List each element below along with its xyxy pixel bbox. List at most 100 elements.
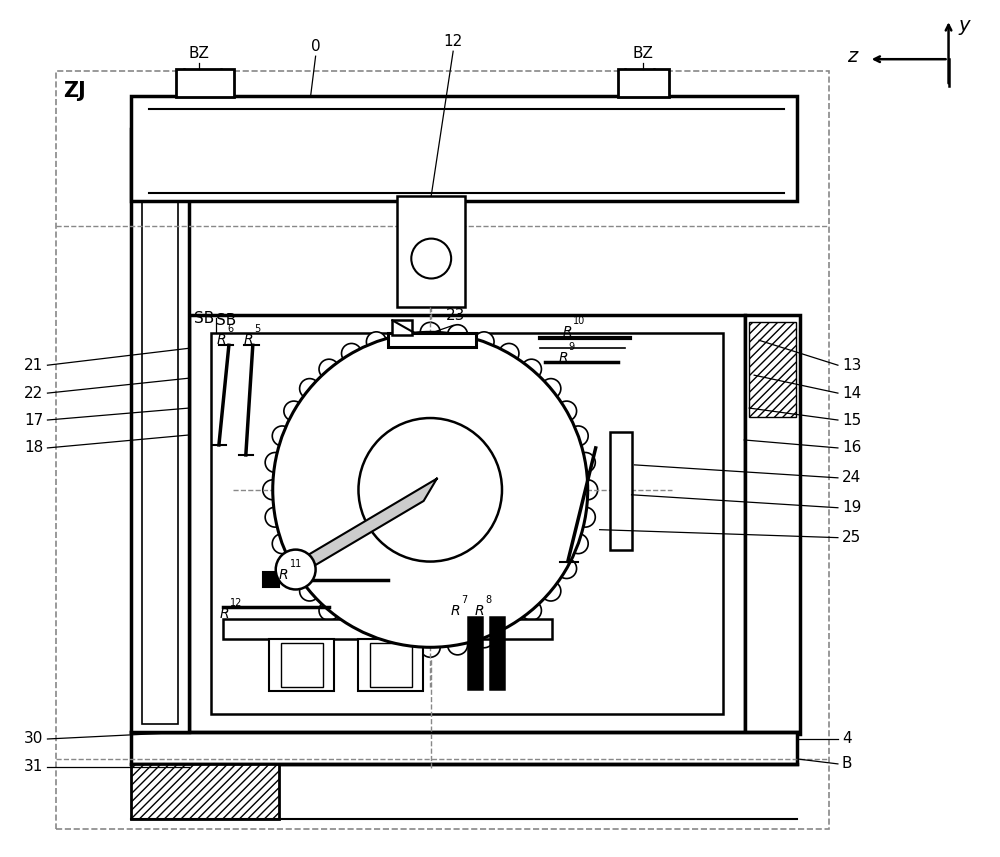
Bar [176, 69, 234, 97]
Text: BZ: BZ [632, 45, 653, 61]
Circle shape [448, 325, 468, 345]
Bar [468, 617, 482, 689]
Circle shape [366, 332, 386, 351]
Bar [749, 322, 796, 417]
Circle shape [499, 344, 519, 363]
Text: 18: 18 [24, 440, 43, 455]
Text: SB: SB [216, 313, 236, 328]
Circle shape [474, 628, 494, 648]
Bar [211, 333, 723, 714]
Text: 19: 19 [842, 500, 861, 515]
Circle shape [265, 507, 285, 527]
Bar [131, 96, 797, 201]
Circle shape [366, 628, 386, 648]
Circle shape [499, 616, 519, 636]
Circle shape [342, 344, 361, 363]
Bar [131, 764, 279, 818]
Text: 7: 7 [461, 596, 467, 605]
Text: R: R [451, 604, 460, 619]
Circle shape [319, 601, 339, 620]
Bar [370, 644, 412, 687]
Circle shape [273, 333, 588, 647]
Text: 21: 21 [24, 357, 43, 373]
Text: 6: 6 [227, 324, 233, 334]
Circle shape [284, 559, 304, 578]
Bar [269, 639, 334, 691]
Circle shape [568, 534, 588, 554]
Text: 11: 11 [290, 559, 302, 568]
Text: 9: 9 [569, 342, 575, 352]
Circle shape [300, 581, 320, 601]
Text: R: R [558, 351, 568, 365]
Bar [618, 69, 669, 97]
Bar [392, 321, 412, 335]
Text: 22: 22 [24, 386, 43, 400]
Bar [388, 333, 476, 347]
Circle shape [448, 635, 468, 655]
Text: 8: 8 [485, 596, 491, 605]
Circle shape [272, 426, 292, 446]
Bar [490, 617, 504, 689]
Text: y: y [959, 16, 970, 35]
Circle shape [575, 452, 595, 472]
Text: 14: 14 [842, 386, 861, 400]
Circle shape [342, 616, 361, 636]
Circle shape [557, 559, 577, 578]
Text: R: R [474, 604, 484, 619]
Text: R: R [562, 326, 572, 339]
Text: B: B [842, 757, 852, 771]
Circle shape [263, 480, 283, 500]
Text: 24: 24 [842, 470, 861, 485]
Bar [189, 315, 745, 734]
Circle shape [420, 322, 440, 342]
Text: 30: 30 [24, 732, 43, 746]
Text: 5: 5 [254, 324, 260, 334]
Circle shape [300, 379, 320, 399]
Polygon shape [289, 479, 437, 581]
Bar [610, 432, 632, 549]
Circle shape [272, 534, 292, 554]
Text: 16: 16 [842, 440, 861, 455]
Text: R: R [243, 333, 253, 347]
Text: R: R [216, 333, 226, 347]
Circle shape [557, 401, 577, 421]
Text: 0: 0 [311, 39, 320, 54]
Bar [263, 572, 279, 588]
Bar [142, 136, 178, 724]
Bar [397, 195, 465, 308]
Circle shape [319, 359, 339, 379]
Text: 25: 25 [842, 530, 861, 545]
Bar [131, 129, 189, 732]
Bar [131, 732, 797, 764]
Text: R: R [219, 608, 229, 621]
Text: ZJ: ZJ [63, 81, 86, 101]
Circle shape [541, 379, 561, 399]
Text: 12: 12 [230, 598, 242, 608]
Bar [281, 644, 323, 687]
Text: R: R [279, 567, 289, 582]
Circle shape [358, 418, 502, 561]
Text: 12: 12 [444, 33, 463, 49]
Circle shape [541, 581, 561, 601]
Text: 13: 13 [842, 357, 861, 373]
Text: 31: 31 [24, 759, 43, 775]
Circle shape [420, 638, 440, 657]
Circle shape [411, 238, 451, 279]
Circle shape [265, 452, 285, 472]
Bar [358, 639, 423, 691]
Bar [223, 620, 552, 639]
Circle shape [521, 601, 541, 620]
Bar [56, 71, 829, 829]
Circle shape [474, 332, 494, 351]
Circle shape [568, 426, 588, 446]
Text: z: z [847, 47, 857, 66]
Text: 23: 23 [445, 308, 465, 323]
Circle shape [393, 325, 413, 345]
Text: 17: 17 [24, 412, 43, 428]
Text: BZ: BZ [189, 45, 209, 61]
Text: SB: SB [194, 311, 214, 326]
Circle shape [578, 480, 598, 500]
Circle shape [276, 549, 316, 590]
Text: 10: 10 [573, 316, 585, 327]
Circle shape [521, 359, 541, 379]
